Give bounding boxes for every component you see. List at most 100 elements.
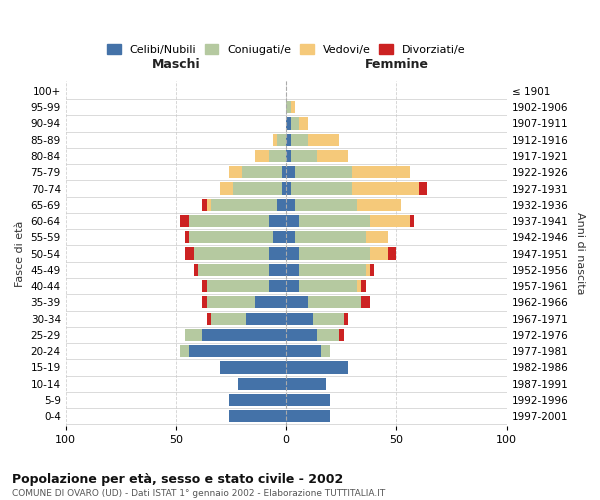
Bar [220,182,233,194]
Text: COMUNE DI OVARO (UD) - Dati ISTAT 1° gennaio 2002 - Elaborazione TUTTITALIA.IT: COMUNE DI OVARO (UD) - Dati ISTAT 1° gen… [12,489,385,498]
Bar [286,312,313,324]
Bar [211,198,277,211]
Bar [410,215,414,227]
Bar [286,410,331,422]
Bar [295,231,365,243]
Bar [352,182,419,194]
Bar [198,264,269,276]
Bar [322,345,331,358]
Bar [194,248,269,260]
Bar [286,248,299,260]
Bar [370,248,388,260]
Bar [299,248,370,260]
Bar [286,362,348,374]
Bar [357,198,401,211]
Y-axis label: Fasce di età: Fasce di età [15,220,25,287]
Bar [286,150,290,162]
Bar [286,198,295,211]
Y-axis label: Anni di nascita: Anni di nascita [575,212,585,295]
Bar [181,215,189,227]
Bar [290,118,299,130]
Bar [269,280,286,292]
Bar [290,134,308,146]
Bar [269,150,286,162]
Bar [194,264,198,276]
Bar [273,231,286,243]
Bar [365,264,370,276]
Bar [317,329,339,341]
Text: Femmine: Femmine [364,58,428,71]
Bar [352,166,410,178]
Bar [286,378,326,390]
Bar [286,231,295,243]
Bar [313,312,344,324]
Text: Popolazione per età, sesso e stato civile - 2002: Popolazione per età, sesso e stato civil… [12,472,343,486]
Bar [242,166,282,178]
Bar [370,264,374,276]
Bar [299,280,357,292]
Bar [286,329,317,341]
Bar [282,182,286,194]
Bar [202,198,207,211]
Bar [207,198,211,211]
Bar [299,118,308,130]
Legend: Celibi/Nubili, Coniugati/e, Vedovi/e, Divorziati/e: Celibi/Nubili, Coniugati/e, Vedovi/e, Di… [103,40,469,60]
Bar [361,296,370,308]
Bar [229,166,242,178]
Bar [207,280,269,292]
Bar [233,182,282,194]
Bar [295,198,357,211]
Bar [299,264,365,276]
Bar [370,215,410,227]
Bar [388,248,397,260]
Bar [290,150,317,162]
Bar [286,166,295,178]
Bar [286,118,290,130]
Bar [286,264,299,276]
Bar [317,150,348,162]
Bar [286,134,290,146]
Bar [185,329,202,341]
Bar [286,296,308,308]
Bar [189,231,273,243]
Bar [189,215,269,227]
Bar [269,248,286,260]
Bar [308,134,339,146]
Bar [202,296,207,308]
Bar [286,280,299,292]
Bar [344,312,348,324]
Bar [277,134,286,146]
Bar [247,312,286,324]
Bar [207,296,256,308]
Bar [286,215,299,227]
Bar [256,296,286,308]
Bar [202,280,207,292]
Bar [290,182,352,194]
Bar [419,182,427,194]
Bar [189,345,286,358]
Bar [229,410,286,422]
Bar [238,378,286,390]
Bar [286,345,322,358]
Bar [211,312,247,324]
Bar [269,264,286,276]
Text: Maschi: Maschi [152,58,200,71]
Bar [282,166,286,178]
Bar [269,215,286,227]
Bar [308,296,361,308]
Bar [207,312,211,324]
Bar [295,166,352,178]
Bar [220,362,286,374]
Bar [256,150,269,162]
Bar [361,280,365,292]
Bar [286,182,290,194]
Bar [277,198,286,211]
Bar [181,345,189,358]
Bar [185,231,189,243]
Bar [229,394,286,406]
Bar [290,101,295,114]
Bar [365,231,388,243]
Bar [286,394,331,406]
Bar [202,329,286,341]
Bar [185,248,194,260]
